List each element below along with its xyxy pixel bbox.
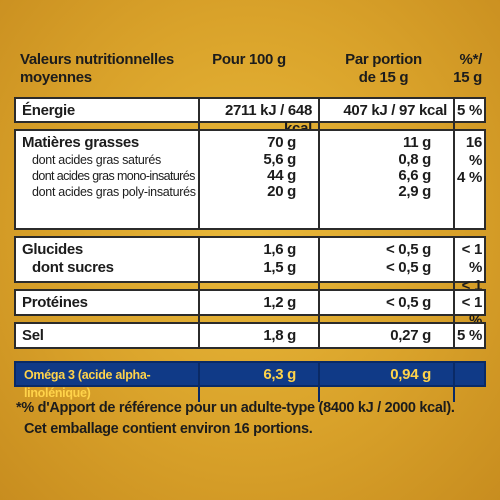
row-sel: Sel 1,8 g 0,27 g 5 % — [14, 322, 486, 349]
footnote: *% d'Apport de référence pour un adulte-… — [16, 398, 486, 440]
matieres-portion-cell: 11 g 0,8 g 6,6 g 2,9 g — [318, 131, 453, 228]
mono-per100: 44 g — [267, 167, 296, 184]
sucres-portion: < 0,5 g — [385, 259, 431, 276]
header-per100: Pour 100 g — [212, 51, 286, 68]
glucides-per100: 1,6 g — [263, 241, 296, 258]
glucides-per100-cell: 1,6 g 1,5 g — [198, 238, 318, 313]
proteines-per100: 1,2 g — [198, 291, 318, 330]
poly-per100: 20 g — [267, 183, 296, 200]
energie-pct: 5 % — [453, 99, 488, 138]
proteines-portion: < 0,5 g — [318, 291, 453, 330]
sature-per100: 5,6 g — [263, 151, 296, 168]
row-glucides: Glucides dont sucres 1,6 g 1,5 g < 0,5 g… — [14, 236, 486, 313]
header-col-label: Valeurs nutritionnelles moyennes — [14, 45, 196, 97]
header-portion-line2: de 15 g — [358, 69, 409, 86]
footnote-reference: *% d'Apport de référence pour un adulte-… — [16, 400, 455, 416]
sature-pct: 4 % — [457, 169, 482, 186]
omega-pct — [453, 363, 488, 402]
matieres-pct-cell: 16 % 4 % — [453, 131, 488, 228]
sel-label: Sel — [22, 327, 44, 344]
sel-pct: 5 % — [453, 324, 488, 347]
table-header: Valeurs nutritionnelles moyennes Pour 10… — [14, 45, 486, 97]
sucres-label: dont sucres — [32, 259, 114, 276]
glucides-pct: < 1 % — [461, 241, 483, 276]
poly-portion: 2,9 g — [398, 183, 431, 200]
sucres-per100: 1,5 g — [263, 259, 296, 276]
row-matieres-grasses: Matières grasses dont acides gras saturé… — [14, 129, 486, 230]
glucides-label: Glucides — [22, 241, 83, 258]
header-pct-line2: 15 g — [453, 69, 482, 86]
omega-label: Oméga 3 (acide alpha-linolénique) — [24, 368, 151, 400]
header-pct: %*/ 15 g — [451, 45, 486, 97]
header-portion-line1: Par portion — [345, 51, 422, 68]
omega-per100: 6,3 g — [198, 363, 318, 402]
glucides-portion: < 0,5 g — [385, 241, 431, 258]
proteines-label: Protéines — [22, 294, 88, 311]
mono-label: dont acides gras mono-insaturés — [32, 169, 195, 183]
footnote-portions: Cet emballage contient environ 16 portio… — [24, 421, 313, 437]
energie-portion: 407 kJ / 97 kcal — [318, 99, 453, 138]
matieres-per100-cell: 70 g 5,6 g 44 g 20 g — [198, 131, 318, 228]
row-omega3: Oméga 3 (acide alpha-linolénique) 6,3 g … — [14, 361, 486, 402]
header-portion: Par portion de 15 g — [316, 45, 451, 97]
omega-portion: 0,94 g — [318, 363, 453, 402]
header-col-label-line2: moyennes — [20, 69, 92, 86]
sature-label: dont acides gras saturés — [32, 153, 161, 167]
matieres-label-cell: Matières grasses dont acides gras saturé… — [16, 131, 198, 228]
poly-label: dont acides gras poly-insaturés — [32, 185, 196, 199]
header-pct-line1: %*/ — [459, 51, 483, 68]
matieres-portion: 11 g — [403, 134, 431, 151]
matieres-per100: 70 g — [267, 134, 296, 151]
header-col-label-line1: Valeurs nutritionnelles — [20, 51, 174, 68]
row-proteines: Protéines 1,2 g < 0,5 g < 1 % — [14, 289, 486, 330]
nutrition-table: Valeurs nutritionnelles moyennes Pour 10… — [14, 45, 486, 402]
sel-portion: 0,27 g — [318, 324, 453, 347]
glucides-portion-cell: < 0,5 g < 0,5 g — [318, 238, 453, 313]
energie-label: Énergie — [22, 102, 75, 119]
row-energie: Énergie 2711 kJ / 648 kcal 407 kJ / 97 k… — [14, 97, 486, 138]
mono-portion: 6,6 g — [398, 167, 431, 184]
matieres-pct: 16 % — [465, 134, 482, 169]
matieres-label: Matières grasses — [22, 134, 139, 151]
sel-per100: 1,8 g — [198, 324, 318, 347]
sature-portion: 0,8 g — [398, 151, 431, 168]
glucides-label-cell: Glucides dont sucres — [16, 238, 198, 313]
